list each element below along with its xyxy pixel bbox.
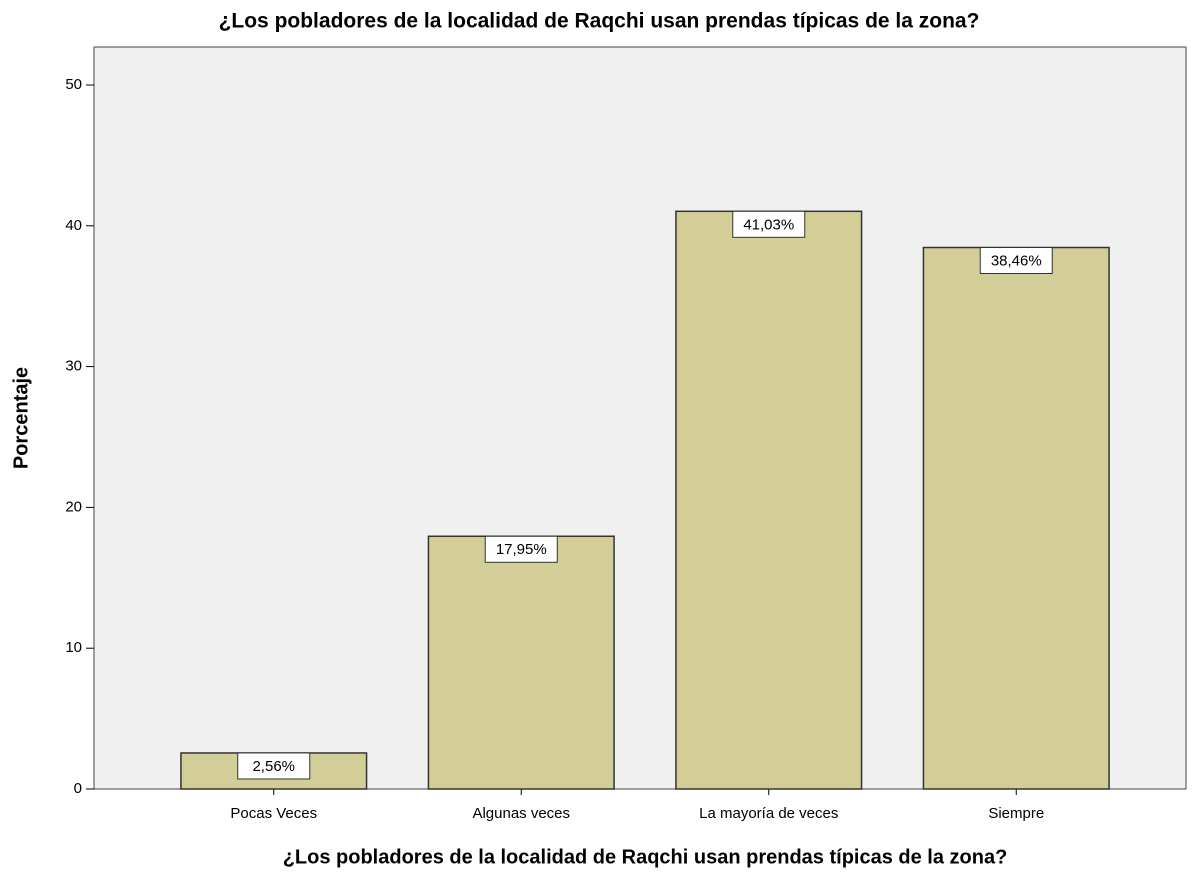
- x-tick-label: Algunas veces: [472, 805, 570, 822]
- bar: [922, 246, 1110, 790]
- y-tick-label: 10: [65, 639, 82, 656]
- value-label-box: [732, 210, 806, 238]
- value-label: 2,56%: [252, 758, 295, 775]
- value-label: 41,03%: [743, 216, 794, 233]
- value-label-box: [237, 752, 311, 780]
- y-tick-label: 40: [65, 217, 82, 234]
- value-label-box: [484, 535, 558, 563]
- x-tick-label: Pocas Veces: [230, 805, 317, 822]
- x-axis-label: ¿Los pobladores de la localidad de Raqch…: [283, 846, 1008, 868]
- x-tick-label: La mayoría de veces: [699, 805, 838, 822]
- y-axis-label: Porcentaje: [10, 367, 32, 469]
- x-tick-label: Siempre: [988, 805, 1044, 822]
- y-tick-label: 50: [65, 76, 82, 93]
- y-tick-label: 20: [65, 498, 82, 515]
- value-label: 17,95%: [496, 541, 547, 558]
- value-label-box: [979, 246, 1053, 274]
- y-tick-label: 0: [74, 780, 82, 797]
- y-tick-label: 30: [65, 358, 82, 375]
- value-label: 38,46%: [991, 252, 1042, 269]
- bar: [675, 210, 863, 790]
- bar: [427, 535, 615, 790]
- chart-title: ¿Los pobladores de la localidad de Raqch…: [219, 10, 980, 33]
